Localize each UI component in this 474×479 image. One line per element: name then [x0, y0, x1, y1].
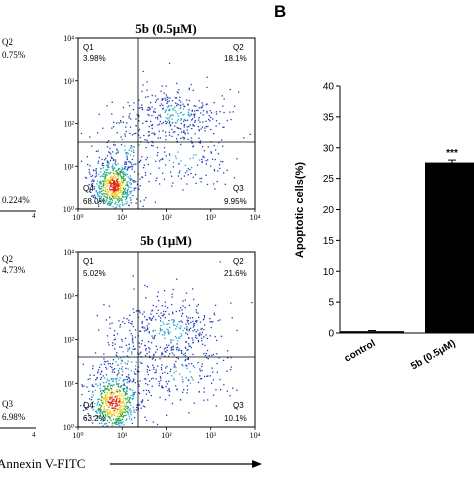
flow-ytick-label: 10⁰: [63, 205, 74, 214]
flow-panel-1-q4-label: Q4: [83, 184, 94, 193]
flow-panel-1-q1-value: 3.98%: [83, 54, 106, 63]
flow-panel-2: 5b (1μM) Q1 5.02% Q2 21.6% Q4 63.2% Q3 1…: [63, 233, 261, 440]
left-bottom-tick-4: 4: [32, 431, 36, 439]
flow-panel-2-q2-value: 21.6%: [224, 269, 247, 278]
flow-ytick-label: 10⁴: [63, 248, 74, 257]
bar-ytick-label: 30: [323, 143, 335, 154]
flow-xtick-label: 10³: [206, 213, 217, 222]
flow-panel-1-q4-value: 68.0%: [83, 197, 106, 206]
bar-ytick-label: 35: [323, 112, 335, 123]
flow-ytick-label: 10¹: [64, 379, 75, 388]
flow-xtick-label: 10³: [206, 431, 217, 440]
left-partial-panels: Q2 0.75% 0.224% 4 Q2 4.73% Q3 6.98% 4: [0, 37, 36, 439]
left-bottom-q2-label: Q2: [2, 254, 13, 264]
flow-panel-2-frame: [77, 251, 256, 428]
flow-panel-1: 5b (0.5μM) Q1 3.98% Q2 18.1% Q4 68.0% Q3…: [63, 21, 261, 222]
flow-xtick-label: 10⁴: [250, 431, 261, 440]
bar-category-label-1: 5b (0.5μM): [409, 338, 457, 372]
flow-panel-2-q3-label: Q3: [233, 401, 244, 410]
panel-b: B Apoptotic cells(%) 0 5 10 15 20 25 30 35 40 **…: [274, 2, 474, 372]
flow-panel-1-q2-label: Q2: [233, 43, 244, 52]
left-top-tick-4: 4: [32, 212, 36, 220]
flow-panel-1-xticks: 10⁰ 10¹ 10² 10³ 10⁴: [72, 209, 261, 222]
bar-category-label-0: control: [343, 338, 378, 365]
flow-panel-1-scatter: [80, 62, 251, 209]
bar-chart-ylabel: Apoptotic cells(%): [294, 162, 306, 258]
flow-panel-2-q4-label: Q4: [83, 401, 94, 410]
flow-panel-2-q2-label: Q2: [233, 257, 244, 266]
flow-panel-2-title: 5b (1μM): [140, 233, 192, 248]
annexin-axis-label: Annexin V-FITC: [0, 456, 85, 471]
flow-ytick-label: 10³: [64, 77, 75, 86]
bar-ytick-label: 5: [328, 298, 334, 309]
flow-panel-2-scatter: [80, 261, 253, 427]
bar-significance-1: ***: [446, 148, 458, 159]
flow-panel-2-xticks: 10⁰ 10¹ 10² 10³ 10⁴: [72, 427, 261, 440]
flow-xtick-label: 10⁰: [72, 213, 83, 222]
flow-xtick-label: 10²: [161, 431, 172, 440]
flow-panel-1-q1-label: Q1: [83, 43, 94, 52]
flow-ytick-label: 10⁴: [63, 34, 74, 43]
bar-ytick-label: 25: [323, 174, 335, 185]
flow-ytick-label: 10²: [64, 120, 75, 129]
left-bottom-q3-label: Q3: [2, 399, 13, 409]
left-top-q3-value: 0.224%: [2, 195, 30, 205]
flow-ytick-label: 10⁰: [63, 423, 74, 432]
bar-ytick-label: 10: [323, 267, 335, 278]
bar-0: [340, 331, 404, 333]
flow-xtick-label: 10¹: [117, 213, 128, 222]
annexin-axis-arrowhead: [252, 460, 262, 468]
flow-panel-1-title: 5b (0.5μM): [135, 21, 197, 36]
flow-panel-2-q1-value: 5.02%: [83, 269, 106, 278]
flow-ytick-label: 10¹: [64, 162, 75, 171]
bar-ytick-label: 15: [323, 236, 335, 247]
flow-panel-1-q2-value: 18.1%: [224, 54, 247, 63]
flow-ytick-label: 10²: [64, 336, 75, 345]
flow-panel-2-q3-value: 10.1%: [224, 414, 247, 423]
flow-panel-1-yticks: 10⁴ 10³ 10² 10¹ 10⁰: [63, 34, 78, 214]
flow-xtick-label: 10⁰: [72, 431, 83, 440]
annexin-axis: Annexin V-FITC: [0, 456, 262, 471]
flow-xtick-label: 10¹: [117, 431, 128, 440]
flow-panel-1-q3-value: 9.95%: [224, 197, 247, 206]
bar-chart-xlabels: control 5b (0.5μM): [343, 338, 458, 372]
flow-panel-2-q1-label: Q1: [83, 257, 94, 266]
bar-ytick-label: 0: [328, 329, 334, 340]
bar-ytick-label: 40: [323, 82, 335, 93]
flow-xtick-label: 10²: [161, 213, 172, 222]
flow-panel-2-yticks: 10⁴ 10³ 10² 10¹ 10⁰: [63, 248, 78, 432]
left-bottom-q2-value: 4.73%: [2, 265, 26, 275]
bar-1: [425, 162, 474, 333]
bar-ytick-label: 20: [323, 205, 335, 216]
left-top-q2-label: Q2: [2, 37, 13, 47]
left-top-q2-value: 0.75%: [2, 50, 26, 60]
flow-ytick-label: 10³: [64, 292, 75, 301]
flow-panel-2-q4-value: 63.2%: [83, 414, 106, 423]
flow-xtick-label: 10⁴: [250, 213, 261, 222]
panel-b-letter: B: [274, 2, 286, 21]
flow-panel-1-q3-label: Q3: [233, 184, 244, 193]
bar-chart-marks: ***: [340, 148, 474, 333]
left-bottom-q3-value: 6.98%: [2, 412, 26, 422]
